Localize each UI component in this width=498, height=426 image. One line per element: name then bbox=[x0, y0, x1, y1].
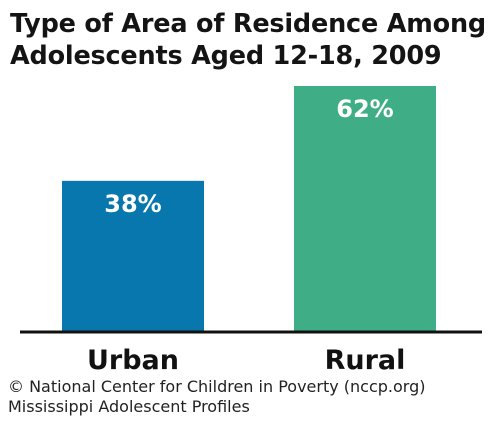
category-label-urban: Urban bbox=[87, 345, 179, 376]
bar-urban bbox=[62, 180, 204, 331]
credit-line-2: Mississippi Adolescent Profiles bbox=[8, 397, 250, 416]
credit-text: © National Center for Children in Povert… bbox=[8, 377, 425, 417]
value-label-rural: 62% bbox=[336, 95, 393, 123]
category-label-rural: Rural bbox=[325, 345, 406, 376]
chart-title-line-1: Type of Area of Residence Among bbox=[10, 9, 486, 39]
chart-title-line-2: Adolescents Aged 12-18, 2009 bbox=[10, 41, 442, 71]
bar-rural bbox=[294, 86, 436, 331]
credit-line-1: © National Center for Children in Povert… bbox=[8, 377, 426, 396]
value-label-urban: 38% bbox=[104, 190, 161, 218]
chart-title: Type of Area of Residence Among Adolesce… bbox=[10, 8, 492, 72]
